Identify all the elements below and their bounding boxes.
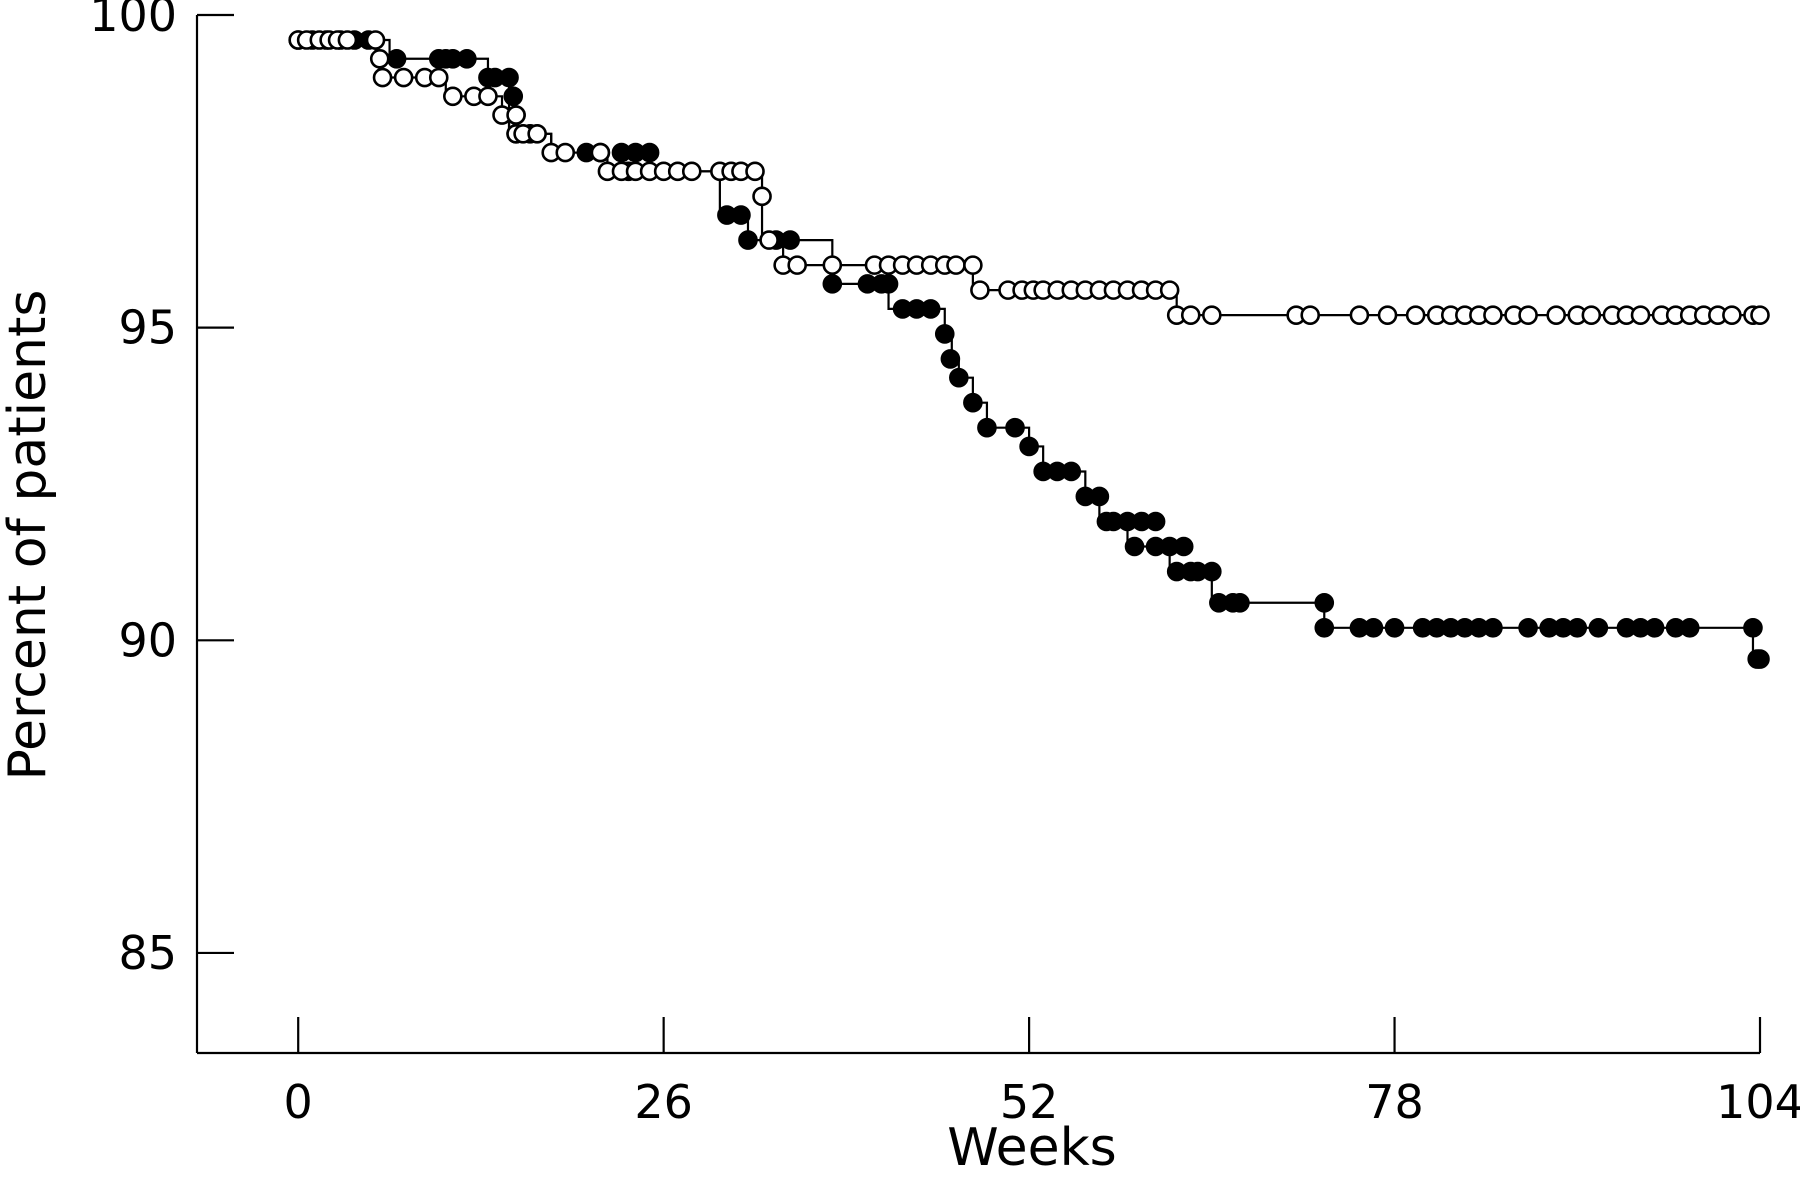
filled-marker [1124,536,1145,557]
filled-marker [1145,511,1166,532]
filled-marker [386,48,407,69]
filled-marker [1019,436,1039,457]
open-marker [506,105,526,125]
x-tick-label: 78 [1365,1075,1424,1129]
y-tick-label: 100 [89,0,177,42]
open-marker [1483,305,1503,325]
open-marker [1518,305,1538,325]
series-1 [288,30,1770,669]
open-marker [337,30,358,50]
open-marker [590,142,611,163]
filled-marker [1314,617,1335,638]
filled-marker [822,274,843,294]
axis-layer: 85 90 95 100 0 26 52 78 104 [89,0,1800,1129]
open-marker [1159,280,1180,300]
open-marker [478,86,498,107]
open-marker [1581,305,1602,325]
filled-marker [1679,617,1700,638]
open-marker [1722,305,1742,325]
filled-marker [1173,536,1194,557]
filled-marker [731,205,751,225]
filled-marker [1743,617,1763,638]
filled-marker [949,367,969,388]
filled-marker [503,86,524,107]
open-marker [946,255,966,275]
open-marker [1377,305,1398,325]
filled-marker [1567,617,1588,638]
open-marker [393,67,414,88]
open-marker [369,48,390,69]
x-tick-label: 0 [284,1075,313,1129]
open-marker [1300,305,1321,325]
filled-marker [457,48,477,69]
filled-marker [1005,417,1025,438]
filled-marker [1747,649,1767,669]
filled-marker [1384,617,1405,638]
x-axis-title: Weeks [947,1118,1117,1178]
filled-marker [1363,617,1384,638]
open-marker [1405,305,1426,325]
filled-marker [940,349,961,369]
open-marker [745,161,765,182]
y-axis-title: Percent of patients [0,290,58,781]
open-marker [527,124,547,144]
open-marker [752,186,772,207]
filled-marker [920,299,941,319]
y-tick-label: 95 [118,301,177,355]
open-marker [443,86,463,107]
x-tick-label: 52 [1000,1075,1059,1129]
filled-marker [1518,617,1538,638]
open-marker [822,255,843,275]
open-marker [759,230,779,250]
series-layer [288,30,1770,669]
open-marker [372,67,393,88]
filled-marker [1588,617,1609,638]
open-marker [1546,305,1566,325]
open-marker [555,142,576,163]
open-marker [1630,305,1651,325]
filled-marker [1483,617,1503,638]
open-marker [963,255,983,275]
filled-marker [934,324,955,344]
filled-marker [878,274,899,294]
open-marker [970,280,990,300]
filled-marker [1061,461,1082,482]
filled-marker [1202,561,1222,582]
filled-marker [639,142,660,163]
open-marker [1349,305,1370,325]
x-tick-label: 26 [634,1075,693,1129]
open-marker [681,161,702,182]
filled-marker [963,392,983,413]
open-marker [365,30,386,50]
y-tick-label: 85 [118,926,177,980]
filled-marker [1089,486,1110,507]
filled-marker [1644,617,1665,638]
open-marker [787,255,807,275]
open-marker [1180,305,1201,325]
series-2 [288,30,1770,325]
open-marker [1750,305,1770,325]
open-marker [1202,305,1222,325]
y-tick-label: 90 [118,613,177,667]
open-marker [428,67,449,88]
filled-marker [738,230,758,250]
filled-marker [499,67,519,88]
filled-marker [1314,592,1335,613]
x-tick-label: 104 [1716,1075,1800,1129]
filled-marker [1230,592,1250,613]
filled-marker [977,417,997,438]
